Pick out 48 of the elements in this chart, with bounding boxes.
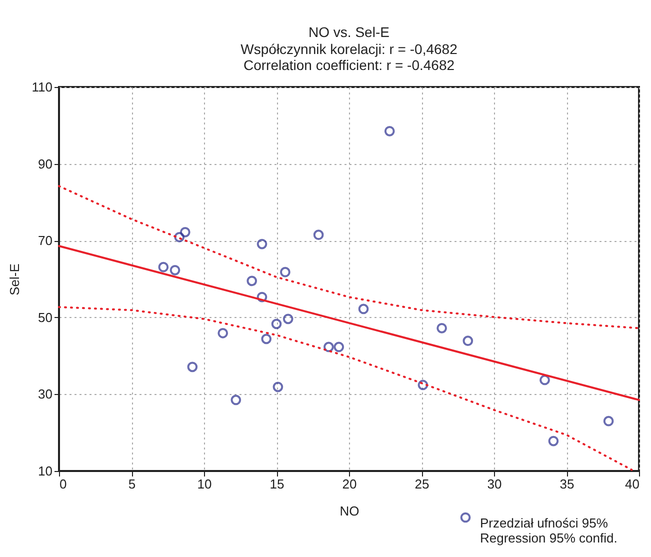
point (230, 394, 242, 406)
point (170, 264, 180, 276)
point (603, 416, 614, 426)
point (358, 304, 369, 314)
chart-subtitle: Współczynnik korelacji: r = -0,4682 Correlation coefficient: r = -0.4682 (240, 41, 458, 73)
point (272, 382, 284, 392)
x-tick-label: 0 (60, 476, 67, 492)
point (256, 292, 268, 302)
chart-title: NO vs. Sel-E (308, 24, 390, 40)
y-tick-label: 30 (38, 386, 52, 402)
x-tick-label: 30 (487, 476, 502, 492)
point (218, 328, 228, 338)
point (280, 266, 290, 278)
x-tick-label: 40 (625, 476, 640, 492)
point (324, 342, 334, 352)
point (282, 314, 294, 324)
point (180, 226, 190, 238)
y-axis-title: Sel-E (6, 263, 22, 296)
y-tick-label: 110 (32, 80, 52, 94)
point (174, 232, 185, 242)
y-tick-label: 10 (38, 464, 52, 478)
x-tick-label: 10 (197, 476, 212, 492)
point (271, 318, 282, 330)
point (158, 262, 169, 272)
x-axis-title: NO (340, 504, 360, 518)
point (540, 374, 550, 386)
point (246, 276, 258, 286)
y-tick-label: 90 (38, 156, 52, 172)
point (261, 334, 272, 344)
point (384, 126, 395, 136)
x-tick-label: 5 (128, 476, 136, 492)
point (418, 380, 428, 390)
point (462, 336, 474, 346)
line-series (58, 306, 633, 471)
y-tick-label: 70 (38, 233, 52, 248)
x-tick-label: 25 (414, 476, 430, 492)
x-tick-label: 20 (342, 476, 357, 492)
point (187, 362, 198, 372)
x-tick-label: 35 (560, 476, 574, 492)
legend-label: Przedział ufności 95% Regression 95% confid. (480, 516, 618, 546)
point (256, 238, 268, 250)
point (436, 322, 447, 334)
point (334, 342, 344, 352)
point (313, 230, 324, 240)
point (548, 436, 559, 446)
x-tick-label: 15 (270, 476, 284, 492)
y-tick-label: 50 (38, 310, 52, 325)
line-series (58, 185, 640, 330)
